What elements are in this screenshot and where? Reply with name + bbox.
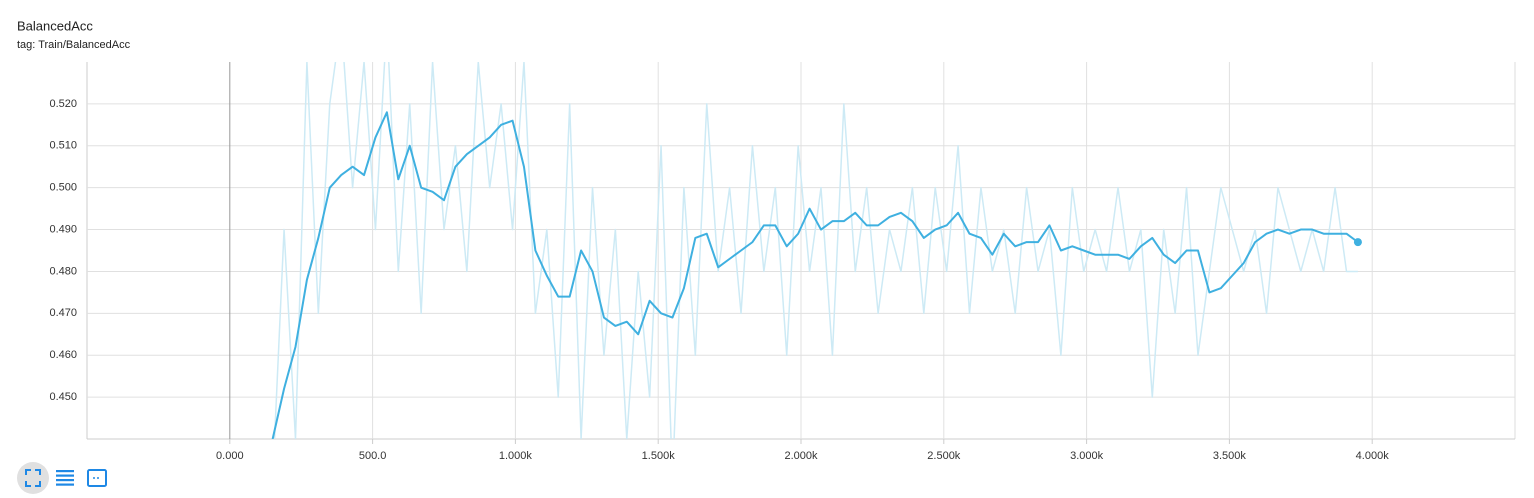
x-tick-label: 2.000k <box>784 450 818 462</box>
x-tick-label: 1.000k <box>499 450 533 462</box>
x-tick-label: 2.500k <box>927 450 961 462</box>
last-point <box>1353 238 1362 247</box>
chart-title: BalancedAcc <box>17 18 93 33</box>
x-tick-label: 500.0 <box>359 450 387 462</box>
fit-domain-button[interactable] <box>87 469 107 487</box>
tick-labels: 0.450 0.460 0.470 0.480 0.490 0.500 0.510 0.520… <box>49 98 1389 462</box>
y-tick-label: 0.460 <box>49 349 77 361</box>
x-tick-label: 4.000k <box>1356 450 1390 462</box>
log-scale-button[interactable] <box>56 470 74 486</box>
x-tick-label: 1.500k <box>642 450 676 462</box>
x-tick-label: 0.000 <box>216 450 244 462</box>
series-line <box>271 111 1359 439</box>
grid <box>87 62 1515 444</box>
y-tick-label: 0.450 <box>49 391 77 403</box>
x-tick-label: 3.500k <box>1213 450 1247 462</box>
plot-area <box>271 62 1362 439</box>
y-tick-label: 0.500 <box>49 182 77 194</box>
y-tick-label: 0.490 <box>49 223 77 235</box>
y-tick-label: 0.510 <box>49 140 77 152</box>
chart-subtitle: tag: Train/BalancedAcc <box>17 39 131 51</box>
y-tick-label: 0.520 <box>49 98 77 110</box>
series-line <box>273 62 1358 439</box>
y-tick-label: 0.480 <box>49 265 77 277</box>
y-tick-label: 0.470 <box>49 307 77 319</box>
x-tick-label: 3.000k <box>1070 450 1104 462</box>
fullscreen-button[interactable] <box>17 462 49 494</box>
